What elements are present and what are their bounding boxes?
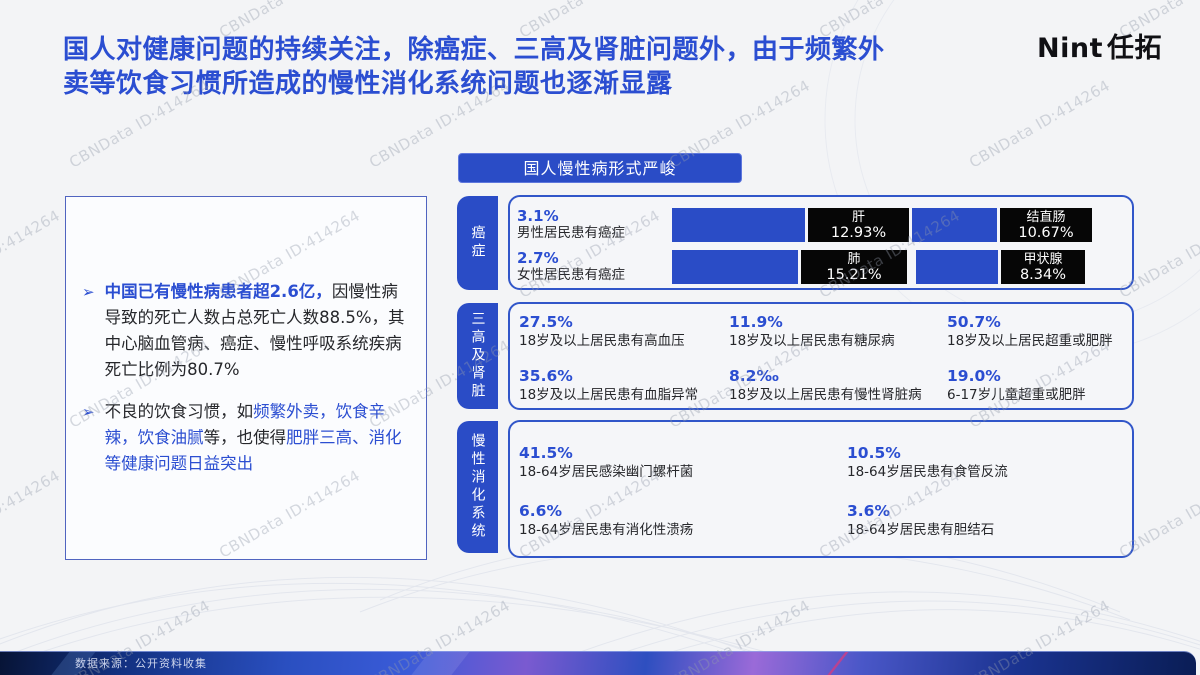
brand-logo-cjk: 任拓: [1107, 33, 1162, 64]
bar-organ-liver: 肝 12.93%: [808, 208, 909, 242]
cancer-bar-male: 肝 12.93% 结直肠 10.67%: [672, 208, 1092, 242]
stat-cell: 27.5% 18岁及以上居民患有高血压: [519, 313, 685, 349]
stat-cell: 19.0% 6-17岁儿童超重或肥胖: [947, 367, 1086, 403]
page-title: 国人对健康问题的持续关注，除癌症、三高及肾脏问题外，由于频繁外 卖等饮食习惯所造…: [63, 33, 1023, 101]
body-text: 因慢性病导致的死亡人数占总死亡人数88.5%，其中心脑血管病、癌症、慢性呼吸系统…: [104, 282, 405, 379]
brand-logo-latin: Nint: [1037, 33, 1103, 64]
highlighted-text: 中国已有慢性病患者超2.6亿，: [104, 282, 332, 301]
body-text: 不良的饮食习惯，如: [104, 402, 254, 421]
section-banner: 国人慢性病形式严峻: [458, 153, 742, 183]
tab-cancer: 癌症: [457, 196, 498, 290]
stat-cell: 50.7% 18岁及以上居民超重或肥胖: [947, 313, 1113, 349]
page-title-line-2: 卖等饮食习惯所造成的慢性消化系统问题也逐渐显露: [63, 69, 673, 99]
key-point-2-text: 不良的饮食习惯，如频繁外卖，饮食辛辣，饮食油腻等，也使得肥胖三高、消化等健康问题…: [105, 399, 412, 477]
stat-cell: 6.6% 18-64岁居民患有消化性溃疡: [519, 502, 694, 538]
stat-cell: 8.2‰ 18岁及以上居民患有慢性肾脏病: [729, 367, 922, 403]
footer-streak: [826, 652, 849, 675]
digestive-section-box: 41.5% 18-64岁居民感染幽门螺杆菌 10.5% 18-64岁居民患有食管…: [508, 420, 1134, 558]
bar-segment: [912, 208, 997, 242]
key-point-2: ➢ 不良的饮食习惯，如频繁外卖，饮食辛辣，饮食油腻等，也使得肥胖三高、消化等健康…: [80, 399, 412, 477]
cancer-bar-female: 肺 15.21% 甲状腺 8.34%: [672, 250, 1085, 284]
bar-organ-colorectal: 结直肠 10.67%: [1000, 208, 1092, 242]
bar-organ-lung: 肺 15.21%: [801, 250, 907, 284]
stat-cell: 3.6% 18-64岁居民患有胆结石: [847, 502, 995, 538]
highlighted-text: 肥胖三高、消化等健康问题日益突出: [104, 428, 402, 473]
stat-cell: 11.9% 18岁及以上居民患有糖尿病: [729, 313, 895, 349]
page-title-line-1: 国人对健康问题的持续关注，除癌症、三高及肾脏问题外，由于频繁外: [63, 35, 885, 65]
key-point-1-text: 中国已有慢性病患者超2.6亿，因慢性病导致的死亡人数占总死亡人数88.5%，其中…: [105, 279, 412, 383]
cancer-row-female: 2.7% 女性居民患有癌症 肺 15.21% 甲状腺 8.34%: [517, 249, 1123, 285]
digestive-grid: 41.5% 18-64岁居民感染幽门螺杆菌 10.5% 18-64岁居民患有食管…: [519, 444, 1008, 539]
bar-segment: [672, 250, 798, 284]
stat-label: 女性居民患有癌症: [517, 267, 625, 283]
footer-bar: 数据来源：公开资料收集: [0, 651, 1196, 675]
stat-cell: 10.5% 18-64岁居民患有食管反流: [847, 444, 1008, 480]
brand-logo: Nint 任拓: [1037, 26, 1162, 65]
body-text: 等，也使得: [203, 428, 287, 447]
cancer-row-male: 3.1% 男性居民患有癌症 肝 12.93% 结直肠 10.67%: [517, 207, 1123, 243]
tab-three-highs-kidney: 三高及肾脏: [457, 303, 498, 409]
stat-label: 男性居民患有癌症: [517, 225, 625, 241]
stat-value: 2.7%: [517, 249, 559, 267]
key-points-panel: ➢ 中国已有慢性病患者超2.6亿，因慢性病导致的死亡人数占总死亡人数88.5%，…: [65, 196, 427, 560]
bar-segment: [916, 250, 998, 284]
key-point-1: ➢ 中国已有慢性病患者超2.6亿，因慢性病导致的死亡人数占总死亡人数88.5%，…: [80, 279, 412, 383]
bar-segment: [672, 208, 805, 242]
footer-streak: [410, 652, 470, 675]
cancer-section-box: 3.1% 男性居民患有癌症 肝 12.93% 结直肠 10.67% 2.7% 女…: [508, 195, 1134, 290]
three-highs-section-box: 27.5% 18岁及以上居民患有高血压 11.9% 18岁及以上居民患有糖尿病 …: [508, 302, 1134, 410]
stat-cell: 41.5% 18-64岁居民感染幽门螺杆菌: [519, 444, 694, 480]
bar-organ-thyroid: 甲状腺 8.34%: [1001, 250, 1085, 284]
stat-value: 3.1%: [517, 207, 559, 225]
highlighted-text: 频繁外卖，饮食辛辣，饮食油腻: [104, 402, 386, 447]
three-highs-grid: 27.5% 18岁及以上居民患有高血压 11.9% 18岁及以上居民患有糖尿病 …: [519, 313, 1113, 404]
bullet-arrow-icon: ➢: [82, 283, 95, 301]
bullet-arrow-icon: ➢: [82, 403, 95, 421]
tab-digestive-system: 慢性消化系统: [457, 421, 498, 553]
data-source-note: 数据来源：公开资料收集: [75, 657, 207, 670]
stat-cell: 35.6% 18岁及以上居民患有血脂异常: [519, 367, 699, 403]
